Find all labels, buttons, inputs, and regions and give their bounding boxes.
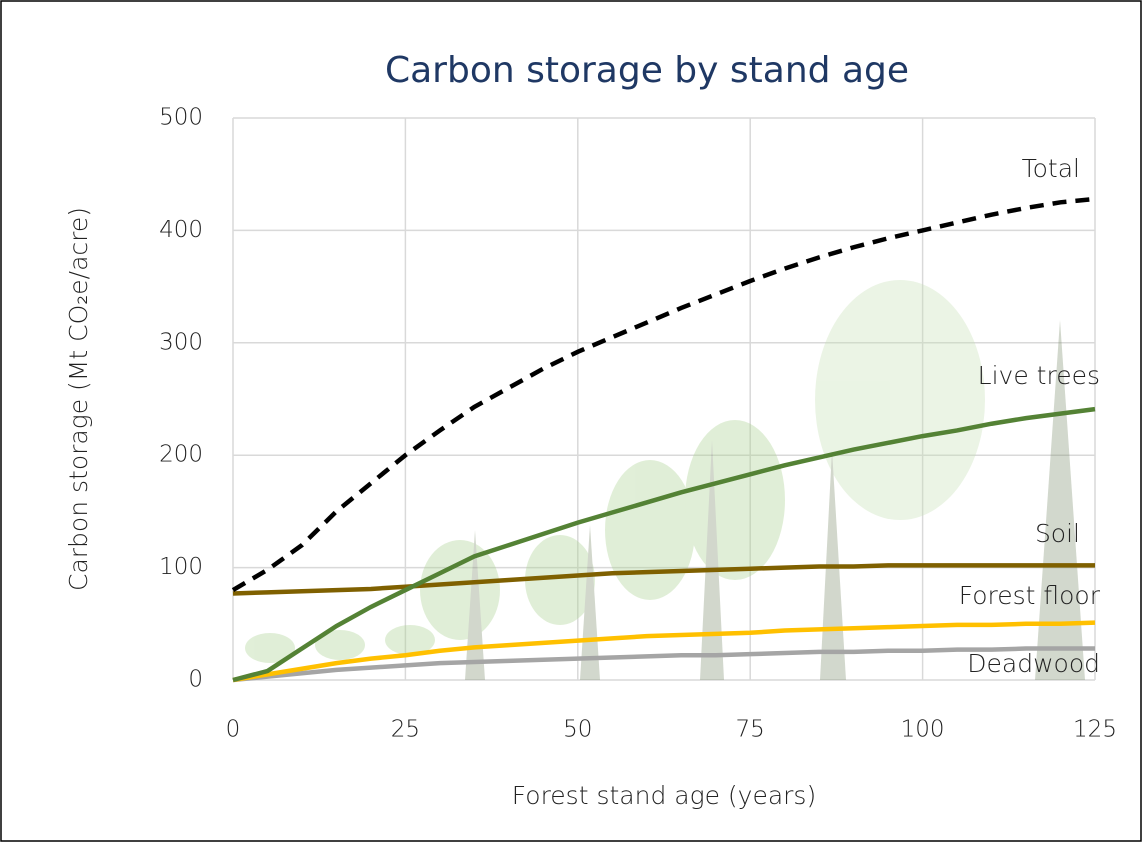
series-label: Forest floor [959, 581, 1101, 610]
x-tick-label: 75 [736, 717, 765, 743]
series-line [231, 196, 1096, 593]
chart-title: Carbon storage by stand age [385, 50, 909, 91]
y-tick-label: 400 [159, 217, 203, 243]
y-tick-label: 200 [159, 442, 203, 468]
series-label: Soil [1035, 519, 1080, 548]
x-tick-label: 0 [226, 717, 241, 743]
y-tick-label: 500 [159, 105, 203, 131]
tree-illustration [245, 280, 1085, 680]
y-axis-title: Carbon storage (Mt CO₂e/acre) [64, 207, 93, 591]
series-line [232, 406, 1096, 683]
series-line [232, 620, 1096, 683]
x-tick-label: 100 [901, 717, 945, 743]
y-tick-label: 300 [159, 329, 203, 355]
series-line [232, 563, 1095, 596]
series-label: Live trees [978, 361, 1100, 390]
x-tick-label: 50 [563, 717, 592, 743]
x-axis-title: Forest stand age (years) [512, 781, 816, 810]
series-label: Deadwood [967, 649, 1100, 678]
series-label: Total [1022, 154, 1080, 183]
series-line [232, 646, 1095, 683]
x-tick-label: 25 [391, 717, 420, 743]
grid [232, 117, 1096, 681]
y-tick-label: 100 [159, 554, 203, 580]
plot-area [231, 196, 1096, 683]
x-tick-label: 125 [1073, 717, 1117, 743]
y-tick-label: 0 [188, 667, 203, 693]
